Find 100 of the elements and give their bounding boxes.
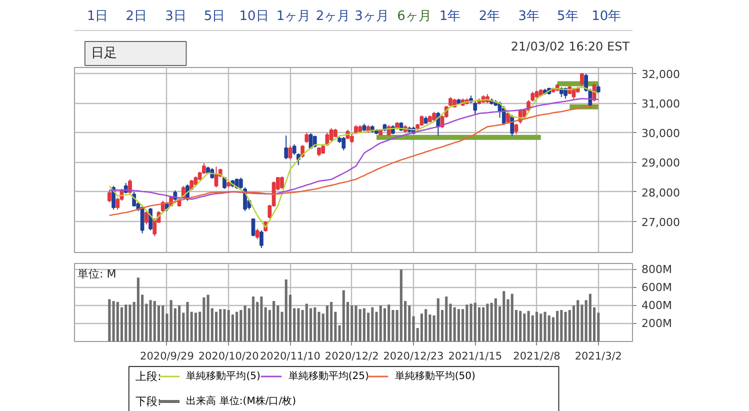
text: 6ヶ月 (397, 9, 432, 24)
bar (358, 309, 362, 342)
y-tick-label: 29,000 (642, 156, 680, 170)
text: 2日 (126, 9, 147, 24)
bar (519, 310, 522, 342)
legend-label: 単純移動平均(5) (186, 370, 261, 382)
bar (510, 294, 514, 342)
bar (445, 296, 448, 342)
bar (535, 312, 538, 342)
text: 3ヶ月 (354, 9, 389, 24)
bar (227, 310, 230, 342)
candlestick (128, 178, 132, 194)
bar (326, 306, 328, 342)
bar (544, 312, 546, 342)
candlestick (329, 128, 334, 142)
candlestick (132, 191, 136, 208)
text: 1年 (439, 9, 461, 24)
candlestick (514, 123, 518, 135)
y-tick-label: 400M (642, 299, 672, 312)
bar (564, 312, 567, 342)
bar (457, 309, 460, 342)
candlestick (194, 176, 198, 186)
candlestick (473, 101, 478, 116)
bar (383, 308, 386, 342)
bar (244, 306, 246, 342)
text: 5年 (557, 9, 578, 24)
bar (502, 291, 506, 342)
candlestick (260, 230, 264, 249)
bar (486, 304, 489, 342)
y-tick-label: 200M (642, 317, 672, 330)
annotation: 単位: M (78, 268, 116, 280)
text: 2年 (478, 9, 500, 24)
bar (124, 304, 128, 342)
candlestick (190, 179, 194, 191)
x-tick-label: 2020/9/29 (140, 350, 194, 362)
bar (523, 314, 526, 342)
candlestick (420, 114, 424, 126)
bar (112, 301, 115, 342)
bar (297, 308, 300, 342)
text: 3年 (518, 9, 540, 24)
bar (223, 309, 226, 342)
bar (453, 307, 456, 342)
bar (305, 304, 308, 342)
candlestick (107, 190, 112, 203)
bar (494, 298, 497, 342)
y-tick-label: 31,000 (642, 98, 680, 111)
candlestick (288, 145, 292, 160)
bar (136, 278, 140, 342)
candlestick (530, 91, 535, 102)
bar (527, 310, 530, 342)
y-tick-label: 600M (642, 281, 672, 294)
bar (436, 298, 440, 342)
candlestick (280, 176, 284, 190)
y-tick-label: 30,000 (642, 127, 680, 140)
bar (219, 309, 222, 342)
y-tick-label: 28,000 (642, 186, 680, 200)
text: 2ヶ月 (316, 9, 350, 24)
bar (128, 304, 132, 342)
bar (576, 300, 580, 342)
bar (379, 306, 382, 342)
text: 10年 (592, 9, 622, 24)
bar (260, 296, 263, 342)
candlestick (342, 136, 346, 151)
candlestick (510, 114, 514, 137)
candlestick (284, 135, 288, 160)
bar (284, 279, 288, 342)
bar (272, 301, 276, 342)
text: 3日 (165, 9, 186, 24)
bar (202, 297, 206, 342)
text: 日足 (90, 46, 117, 61)
y-tick-label: 27,000 (642, 216, 680, 229)
bar (400, 270, 402, 342)
bar (108, 299, 111, 342)
candlestick (255, 228, 260, 240)
bar (350, 306, 354, 342)
x-tick-label: 2020/10/20 (198, 350, 259, 362)
bar (371, 307, 374, 342)
bar (162, 306, 164, 342)
bar (478, 307, 481, 342)
bar (252, 296, 255, 342)
bar (354, 306, 358, 342)
bar (474, 302, 476, 342)
bar (330, 302, 333, 342)
x-tick-label: 2020/12/2 (324, 350, 379, 362)
bar (149, 300, 152, 342)
bar (153, 301, 156, 342)
bar (548, 315, 550, 342)
bar (588, 294, 592, 342)
bar (214, 312, 218, 342)
legend-title: 上段: (136, 370, 162, 383)
bar (388, 304, 390, 342)
bar (318, 312, 320, 342)
bar (482, 307, 485, 342)
text: 1ヶ月 (276, 9, 311, 24)
legend-label: 単純移動平均(25) (288, 370, 369, 382)
text: 1日 (86, 9, 108, 24)
bar (264, 307, 267, 342)
candlestick (580, 72, 584, 86)
bar (236, 312, 238, 342)
bar (540, 314, 542, 342)
